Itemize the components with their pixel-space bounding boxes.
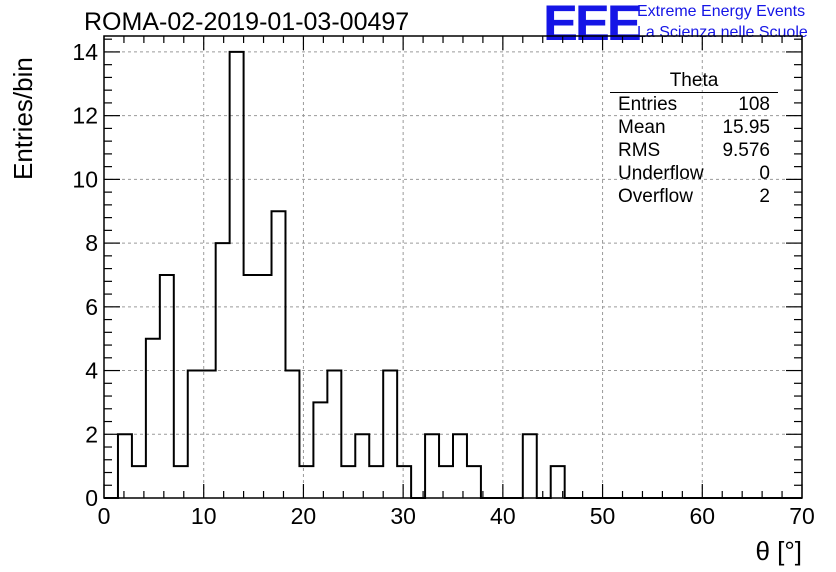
stats-title: Theta xyxy=(610,70,778,93)
stats-row-rms: RMS 9.576 xyxy=(610,139,778,162)
x-tick-label: 70 xyxy=(789,503,815,529)
stats-row-entries: Entries 108 xyxy=(610,93,778,116)
y-tick-label: 2 xyxy=(85,421,98,447)
y-tick-label: 14 xyxy=(72,39,98,65)
y-tick-label: 0 xyxy=(85,485,98,511)
axis-ticks xyxy=(103,36,803,499)
x-tick-label: 50 xyxy=(590,503,616,529)
x-tick-label: 20 xyxy=(291,503,317,529)
x-tick-label: 0 xyxy=(98,503,111,529)
stats-box: Theta Entries 108 Mean 15.95 RMS 9.576 Unde… xyxy=(610,70,778,208)
stats-label: Mean xyxy=(618,117,666,138)
stats-value: 9.576 xyxy=(722,140,770,161)
x-tick-labels: 0 10 20 30 40 50 60 70 xyxy=(98,503,815,529)
stats-row-underflow: Underflow 0 xyxy=(610,162,778,185)
stats-label: Underflow xyxy=(618,163,704,184)
plot-frame xyxy=(103,35,803,499)
x-tick-label: 60 xyxy=(689,503,715,529)
stats-row-overflow: Overflow 2 xyxy=(610,185,778,208)
x-tick-label: 10 xyxy=(191,503,217,529)
stats-label: Entries xyxy=(618,94,678,115)
stats-value: 0 xyxy=(759,163,770,184)
stats-label: Overflow xyxy=(618,186,693,207)
eee-logo: EEE xyxy=(543,0,642,51)
y-tick-label: 6 xyxy=(85,294,98,320)
y-axis-label: Entries/bin xyxy=(8,57,38,180)
y-tick-label: 8 xyxy=(85,230,98,256)
x-axis-label: θ [°] xyxy=(755,536,802,566)
y-tick-labels: 0 2 4 6 8 10 12 14 xyxy=(72,39,98,511)
stats-value: 2 xyxy=(759,186,770,207)
stats-value: 108 xyxy=(738,94,770,115)
x-tick-label: 30 xyxy=(390,503,416,529)
chart-title: ROMA-02-2019-01-03-00497 xyxy=(84,8,410,36)
logo-line-1: Extreme Energy Events xyxy=(637,3,806,20)
x-tick-label: 40 xyxy=(490,503,516,529)
y-tick-label: 10 xyxy=(72,166,98,192)
stats-row-mean: Mean 15.95 xyxy=(610,116,778,139)
y-tick-label: 12 xyxy=(72,103,98,129)
stats-label: RMS xyxy=(618,140,661,161)
y-tick-label: 4 xyxy=(85,358,98,384)
stats-value: 15.95 xyxy=(722,117,770,138)
